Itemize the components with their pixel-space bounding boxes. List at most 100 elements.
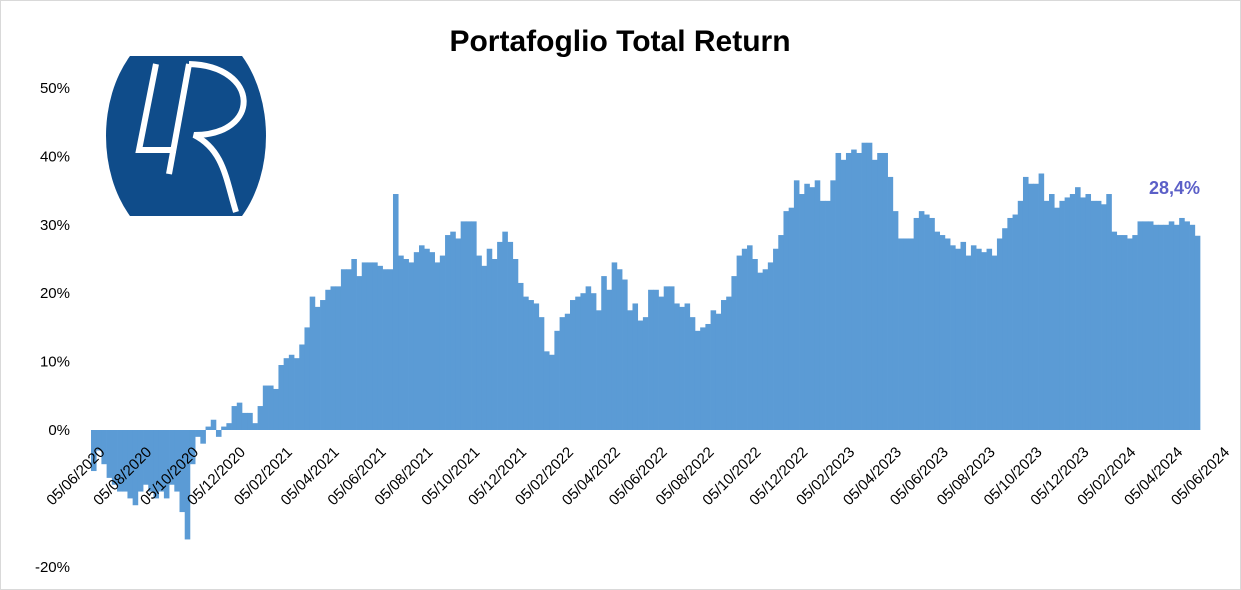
y-tick-label: -20% (35, 559, 70, 576)
bar (445, 235, 451, 430)
bar (1033, 183, 1039, 430)
bar (924, 214, 930, 430)
bar (939, 235, 946, 430)
bar (918, 211, 925, 430)
bar (752, 259, 758, 430)
bar (689, 317, 696, 430)
bar (1163, 224, 1170, 430)
bar (392, 194, 399, 430)
bar (335, 286, 342, 430)
bar (413, 252, 420, 430)
bar (117, 430, 123, 492)
bar (247, 412, 253, 430)
bar (377, 265, 383, 430)
bar (304, 327, 311, 430)
bar (273, 388, 279, 430)
bar (731, 276, 737, 430)
bar (694, 330, 701, 430)
bar (1075, 187, 1081, 430)
bar (127, 430, 134, 499)
bar (278, 365, 284, 430)
bar (814, 180, 821, 430)
bar (356, 276, 363, 430)
bar (299, 344, 305, 430)
bar (835, 152, 842, 431)
bar (1043, 200, 1050, 430)
bar (450, 231, 456, 430)
bar (970, 245, 977, 430)
bar (590, 293, 597, 430)
bar (871, 159, 878, 430)
bar (221, 426, 227, 430)
bar (705, 323, 711, 430)
bar (549, 354, 555, 430)
bar (960, 241, 967, 430)
bar (502, 231, 508, 430)
bar (606, 289, 613, 430)
bar (346, 269, 352, 430)
bar (163, 430, 170, 499)
bar (1184, 221, 1190, 430)
bar (1059, 200, 1065, 430)
bar (866, 142, 873, 430)
last-value-label: 28,4% (1149, 178, 1200, 198)
bar (747, 245, 753, 430)
bar (908, 238, 914, 430)
bar (320, 300, 326, 430)
bar (1127, 238, 1133, 430)
bar (372, 262, 378, 430)
bar (91, 430, 97, 472)
bar (887, 176, 894, 430)
bar (799, 194, 805, 430)
bar (840, 159, 847, 430)
bar (736, 255, 743, 430)
bar (1158, 224, 1164, 430)
bar (616, 269, 623, 430)
bar (382, 269, 389, 430)
y-tick-label: 0% (48, 422, 70, 439)
bar (741, 248, 748, 430)
bar (288, 354, 295, 430)
bar (1090, 200, 1097, 430)
bar (679, 306, 685, 430)
bar (1142, 221, 1149, 430)
bar (575, 296, 581, 430)
bar (554, 330, 560, 430)
bar (564, 313, 571, 430)
y-tick-label: 40% (40, 148, 70, 165)
bar (1049, 194, 1055, 430)
bar (111, 430, 118, 485)
bar (877, 152, 883, 431)
bar (403, 259, 409, 430)
bar (851, 149, 857, 430)
bar (148, 430, 154, 492)
bar (434, 262, 441, 430)
bar (1080, 197, 1086, 430)
bar (1095, 200, 1102, 430)
bar (981, 252, 987, 430)
bar (596, 310, 602, 430)
bar (1179, 217, 1185, 430)
bar (882, 152, 888, 431)
bar (1137, 221, 1144, 430)
bar (231, 406, 238, 430)
bar (497, 241, 503, 430)
bar (861, 142, 868, 430)
bar (408, 262, 415, 430)
bar (903, 238, 909, 430)
bar (137, 430, 144, 492)
bar (200, 430, 206, 444)
bar (1069, 194, 1076, 430)
bar (351, 259, 357, 430)
bar (1064, 197, 1071, 430)
bar (158, 430, 165, 492)
bar (1038, 173, 1045, 430)
bar (153, 430, 160, 499)
bar (1085, 194, 1092, 430)
logo-ellipse (106, 56, 266, 216)
bar (726, 296, 732, 430)
bar (611, 262, 618, 430)
bar (314, 306, 321, 430)
bar (648, 289, 654, 430)
bar (398, 255, 404, 430)
